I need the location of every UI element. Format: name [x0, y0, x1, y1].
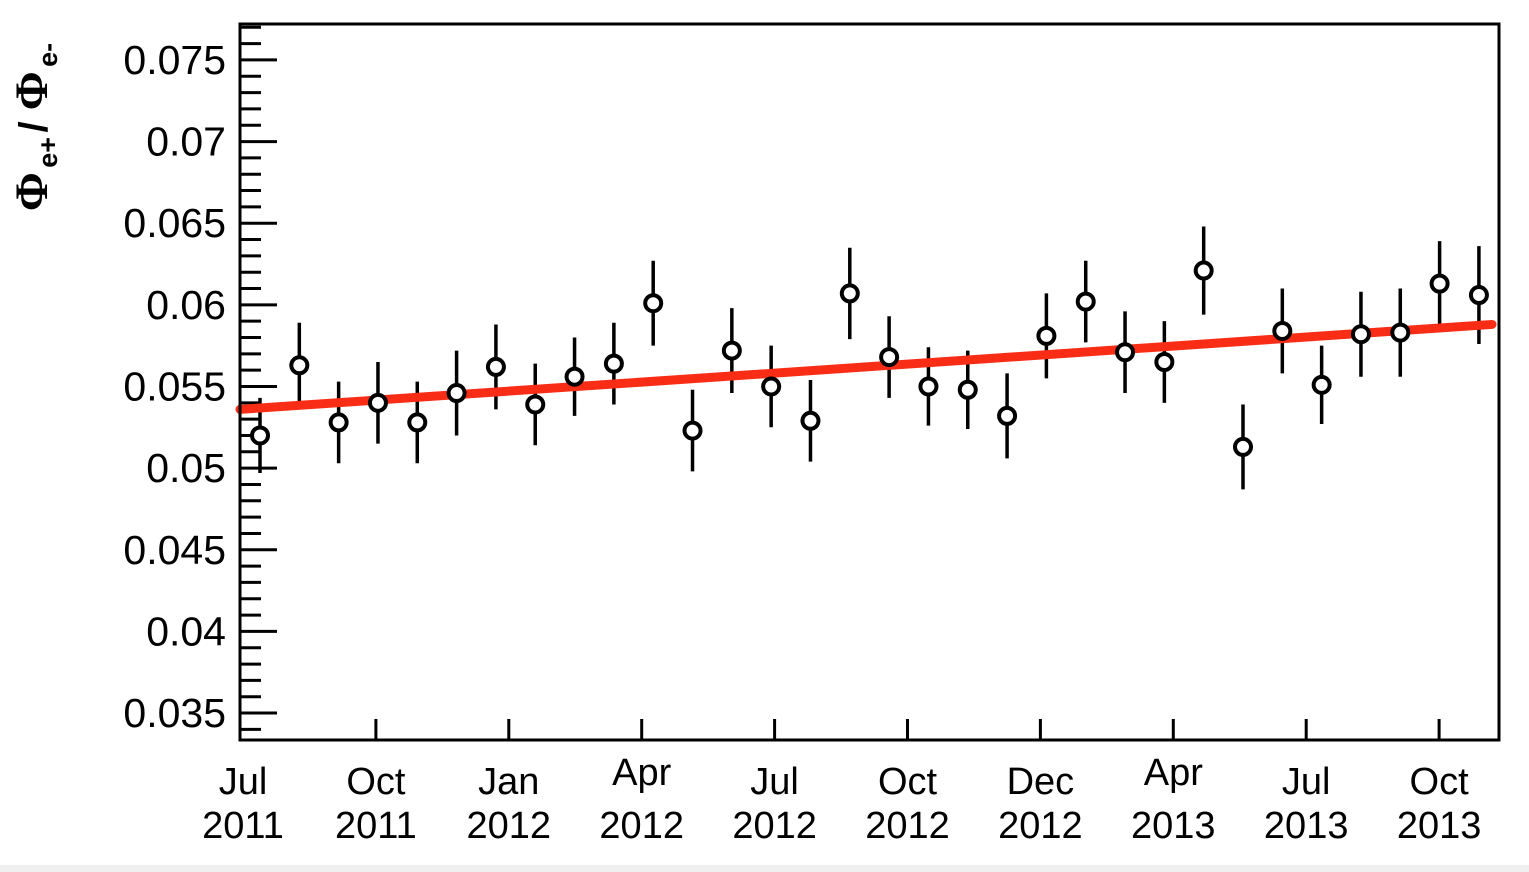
data-point [879, 347, 900, 368]
y-axis-title: Φ e+ / Φ e- [6, 43, 63, 211]
data-point [250, 425, 270, 446]
y-axis-title-phi-positron: Φ [6, 172, 58, 211]
data-point [761, 376, 782, 397]
y-axis-title-sub-positron: e+ [33, 137, 63, 168]
data-point [603, 353, 624, 374]
y-tick-label: 0.065 [123, 200, 226, 246]
x-tick-label-year: 2013 [1131, 805, 1216, 847]
data-point [446, 383, 467, 404]
data-point [997, 405, 1018, 426]
data-point [1429, 273, 1450, 294]
data-point [485, 356, 506, 377]
x-tick-label-year: 2011 [335, 805, 417, 847]
y-axis-title-separator: / [12, 110, 56, 132]
data-point [407, 412, 428, 433]
data-point [1154, 351, 1175, 372]
data-point [1350, 324, 1371, 345]
data-point [721, 340, 742, 361]
y-tick-label: 0.045 [123, 527, 226, 573]
y-tick-label: 0.06 [146, 282, 226, 328]
y-tick-label: 0.04 [146, 608, 226, 654]
x-tick-label-year: 2012 [732, 805, 817, 847]
x-tick-label-year: 2012 [599, 805, 684, 847]
x-tick-label-month: Jul [1282, 761, 1331, 803]
data-point [1075, 291, 1096, 312]
x-tick-label-year: 2011 [202, 805, 284, 847]
x-tick-label-year: 2013 [1397, 805, 1482, 847]
x-tick-label-month: Apr [612, 752, 671, 794]
x-tick-label-month: Jul [750, 761, 799, 803]
data-point [682, 420, 703, 441]
y-tick-label: 0.055 [123, 363, 226, 409]
plot-frame [238, 22, 1501, 742]
y-tick-label: 0.075 [123, 37, 226, 83]
data-point [328, 412, 349, 433]
data-point [1311, 374, 1332, 395]
x-tick-label-year: 2012 [865, 805, 950, 847]
x-tick-label-month: Jul [219, 761, 268, 803]
data-point [525, 394, 546, 415]
fit-line [235, 319, 1497, 414]
data-point [1233, 436, 1253, 457]
data-point [1036, 325, 1057, 346]
y-tick-label: 0.05 [146, 445, 226, 491]
data-point [918, 376, 939, 397]
x-tick-label-month: Oct [346, 761, 406, 803]
data-point [1115, 342, 1136, 363]
data-point [289, 355, 310, 376]
y-tick-label: 0.035 [123, 690, 226, 736]
data-point [839, 283, 860, 304]
data-point [564, 366, 585, 387]
y-axis-title-sub-electron: e- [33, 43, 63, 67]
x-tick-label-year: 2013 [1264, 805, 1349, 847]
x-tick-label-month: Oct [1410, 761, 1470, 803]
x-tick-label-month: Oct [878, 761, 938, 803]
data-point [1390, 322, 1411, 343]
plot-content: 0.035 0.04 0.045 0.05 0.055 0.06 0.065 0.07 0.07… [123, 25, 1497, 847]
data-point [1468, 285, 1489, 306]
x-tick-label-month: Jan [478, 761, 539, 803]
x-tick-label-year: 2012 [998, 805, 1083, 847]
data-point [643, 293, 664, 314]
x-tick-label-month: Apr [1144, 752, 1203, 794]
data-point [1193, 260, 1214, 281]
data-point [1272, 320, 1293, 341]
footer-strip [0, 865, 1529, 872]
data-point [957, 379, 978, 400]
y-tick-label: 0.07 [146, 119, 226, 165]
data-point [800, 410, 821, 431]
y-axis-title-phi-electron: Φ [6, 71, 58, 110]
data-point [367, 392, 388, 413]
x-tick-label-year: 2012 [467, 805, 552, 847]
x-tick-label-month: Dec [1007, 761, 1075, 803]
